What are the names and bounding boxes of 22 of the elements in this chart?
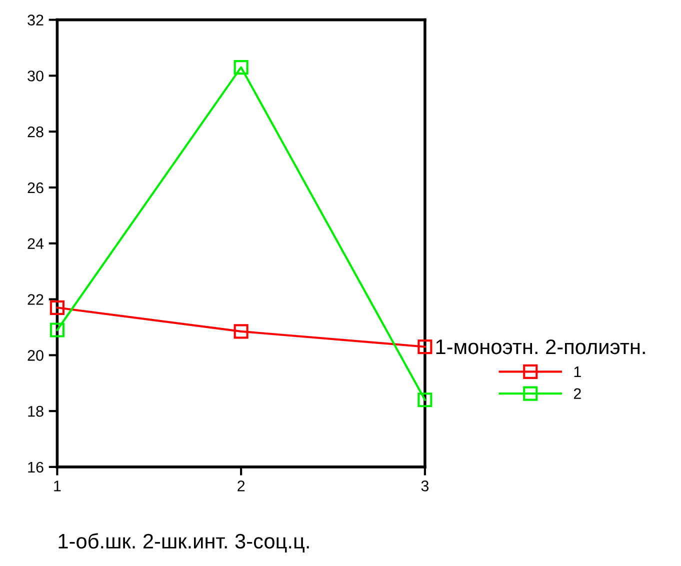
x-tick-label: 3 — [421, 480, 429, 492]
point — [50, 322, 64, 338]
point — [234, 60, 248, 75]
point — [418, 392, 432, 408]
legend-title: 1-моноэтн. 2-полиэтн. — [436, 339, 645, 354]
x-axis-title: 1-об.шк. 2-шк.инт. 3-соц.ц. — [58, 533, 309, 553]
y-tick-label: 24 — [28, 238, 44, 249]
y-tick-label: 16 — [28, 462, 44, 473]
x-tick-label: 2 — [238, 480, 245, 492]
x-tick-label: 1 — [54, 480, 61, 492]
legend-label: 2 — [574, 388, 581, 399]
y-tick-label: 28 — [28, 126, 44, 138]
point — [50, 300, 64, 315]
legend-label: 1 — [574, 366, 581, 378]
y-tick-label: 22 — [28, 294, 44, 305]
point — [234, 324, 248, 339]
y-tick-label: 26 — [28, 182, 44, 194]
y-tick-label: 30 — [28, 70, 44, 82]
point — [418, 339, 432, 354]
y-tick-label: 18 — [28, 406, 44, 417]
y-tick-label: 20 — [28, 350, 44, 361]
y-tick-label: 32 — [28, 14, 44, 26]
